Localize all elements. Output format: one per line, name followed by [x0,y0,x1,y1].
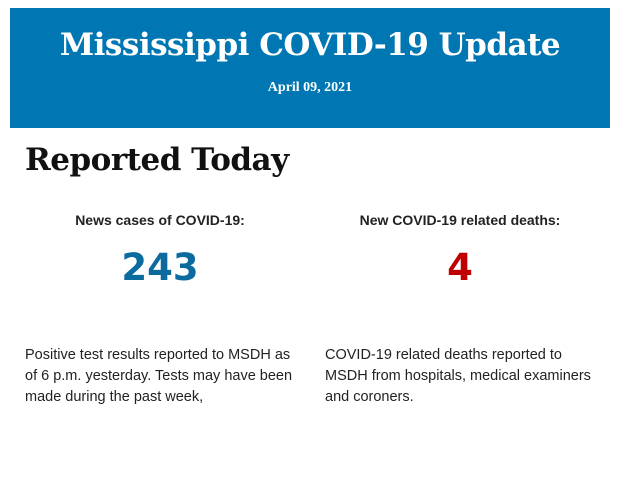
new-deaths-stat: New COVID-19 related deaths: 4 [315,212,605,289]
report-date: April 09, 2021 [267,80,353,95]
new-cases-description: Positive test results reported to MSDH a… [25,347,293,405]
new-deaths-label: New COVID-19 related deaths: [359,212,561,228]
new-cases-value: 243 [121,246,199,289]
header-banner: Mississippi COVID-19 Update April 09, 20… [10,8,610,128]
new-cases-label: News cases of COVID-19: [75,212,245,228]
page-title: Mississippi COVID-19 Update [59,27,561,63]
new-deaths-description: COVID-19 related deaths reported to MSDH… [325,347,591,405]
section-title: Reported Today [25,142,289,178]
new-cases-stat: News cases of COVID-19: 243 [15,212,305,289]
new-deaths-value: 4 [447,246,473,289]
